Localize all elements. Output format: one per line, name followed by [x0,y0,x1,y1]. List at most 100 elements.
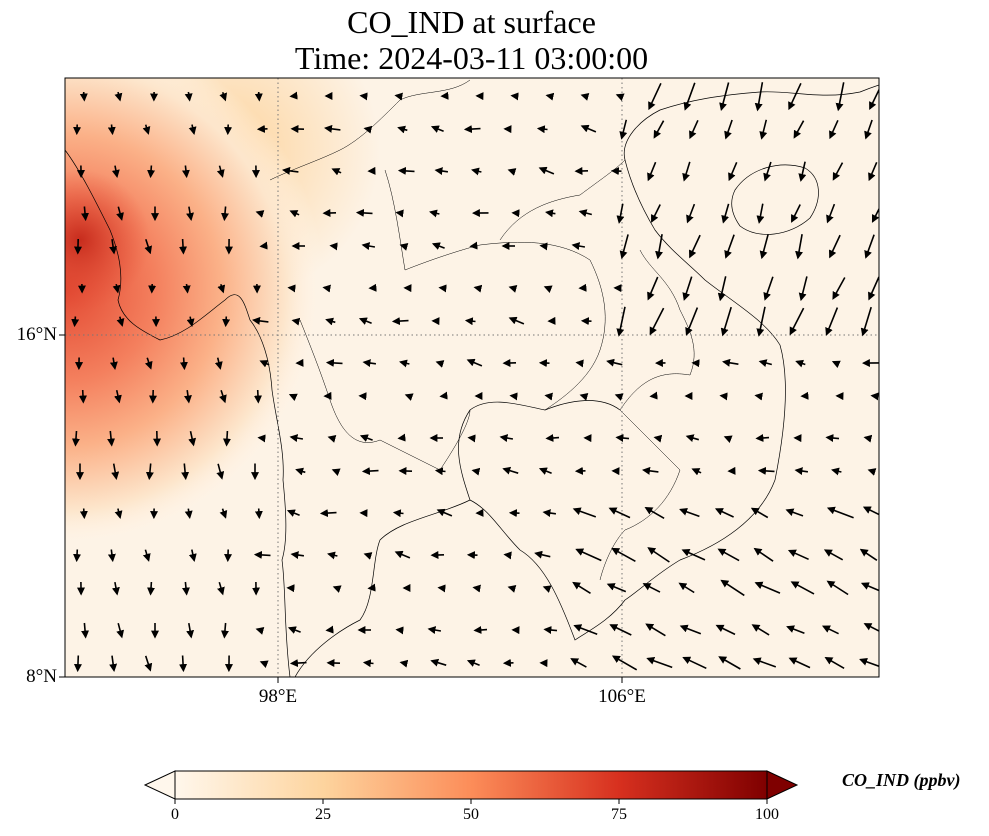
wind-arrow [358,317,372,325]
latitude-label-8n: 8°N [26,666,57,687]
colorbar-extend-max [766,770,799,800]
wind-arrow [508,285,518,293]
wind-arrow [653,434,663,443]
wind-arrow [361,467,379,476]
wind-arrow [754,581,781,594]
wind-arrow [109,238,118,255]
wind-arrow [863,434,873,443]
wind-arrow [691,468,702,476]
wind-arrow [860,306,872,337]
wind-arrow [331,468,341,476]
wind-arrow [616,203,625,224]
wind-arrow [578,209,593,217]
wind-arrow [682,656,707,670]
wind-arrow [509,392,518,401]
wind-arrow [395,626,404,635]
wind-arrow [217,581,225,596]
wind-arrow [649,307,665,336]
wind-arrow [534,550,551,559]
wind-arrow [720,579,745,597]
wind-arrow [287,284,296,293]
wind-arrow [430,658,447,667]
wind-arrow [464,317,476,326]
wind-arrow [325,625,334,634]
wind-arrow [821,625,839,635]
wind-arrow [254,91,263,102]
wind-arrow [572,581,591,594]
wind-arrow [651,204,661,223]
wind-arrow [404,393,414,401]
wind-arrow [473,284,483,293]
wind-arrow [682,276,693,301]
wind-arrow [145,463,154,481]
wind-arrow [107,430,116,447]
wind-arrow [686,203,696,224]
wind-arrow [111,581,120,596]
wind-arrow [507,585,517,593]
wind-arrow [826,203,836,224]
wind-arrow [186,316,195,327]
wind-arrow [179,655,188,673]
map-title: CO_IND at surface [347,4,596,40]
wind-arrow [363,125,373,134]
wind-arrow [619,119,628,140]
wind-arrow [427,626,442,635]
wind-arrow [717,276,727,302]
wind-arrow [869,87,879,111]
wind-arrow [682,161,691,182]
wind-arrow [391,317,409,326]
wind-arrow [835,82,845,112]
colorbar-tick-0: 0 [171,806,179,823]
wind-arrow [394,550,411,559]
wind-arrow [644,507,665,519]
wind-arrow [438,284,447,293]
wind-arrow [798,276,808,302]
wind-arrow [575,359,584,368]
latitude-label-16n: 16°N [16,324,57,345]
wind-arrow [579,393,589,401]
wind-arrow [580,93,590,101]
wind-arrow [864,234,875,259]
wind-arrow [642,583,661,593]
wind-arrow [399,359,410,368]
longitude-label-98e: 98°E [258,686,298,707]
wind-arrow [252,316,269,325]
wind-arrow [724,234,735,259]
wind-arrow [754,392,763,401]
wind-arrow [253,550,271,559]
wind-arrow [798,161,807,182]
wind-arrow [325,317,336,326]
wind-arrow [642,466,659,475]
wind-arrow [181,165,190,179]
wind-arrow [81,622,90,639]
wind-arrow [107,124,116,136]
wind-arrow [831,360,841,369]
wind-arrow [113,390,122,404]
wind-arrow [507,168,517,176]
wind-arrow [397,125,408,134]
wind-arrow [216,165,225,178]
wind-arrow [751,624,770,636]
wind-arrow [646,657,673,669]
wind-arrow [186,206,194,221]
wind-arrow [788,82,802,111]
wind-arrow [724,119,733,140]
wind-arrow [219,508,228,519]
wind-arrow [679,508,700,518]
wind-arrow [219,91,228,102]
wind-arrow [289,434,304,443]
wind-arrow [863,623,879,632]
wind-arrow [543,285,553,293]
wind-arrow [79,508,88,520]
wind-arrow [721,203,730,224]
wind-arrow [685,307,699,336]
wind-arrow [112,283,121,294]
wind-arrow [542,509,557,518]
wind-arrow [575,548,602,562]
wind-arrow [319,509,337,518]
wind-arrow [750,507,769,519]
wind-arrow [616,306,626,337]
wind-arrow [859,658,879,668]
wind-arrow [184,91,193,102]
